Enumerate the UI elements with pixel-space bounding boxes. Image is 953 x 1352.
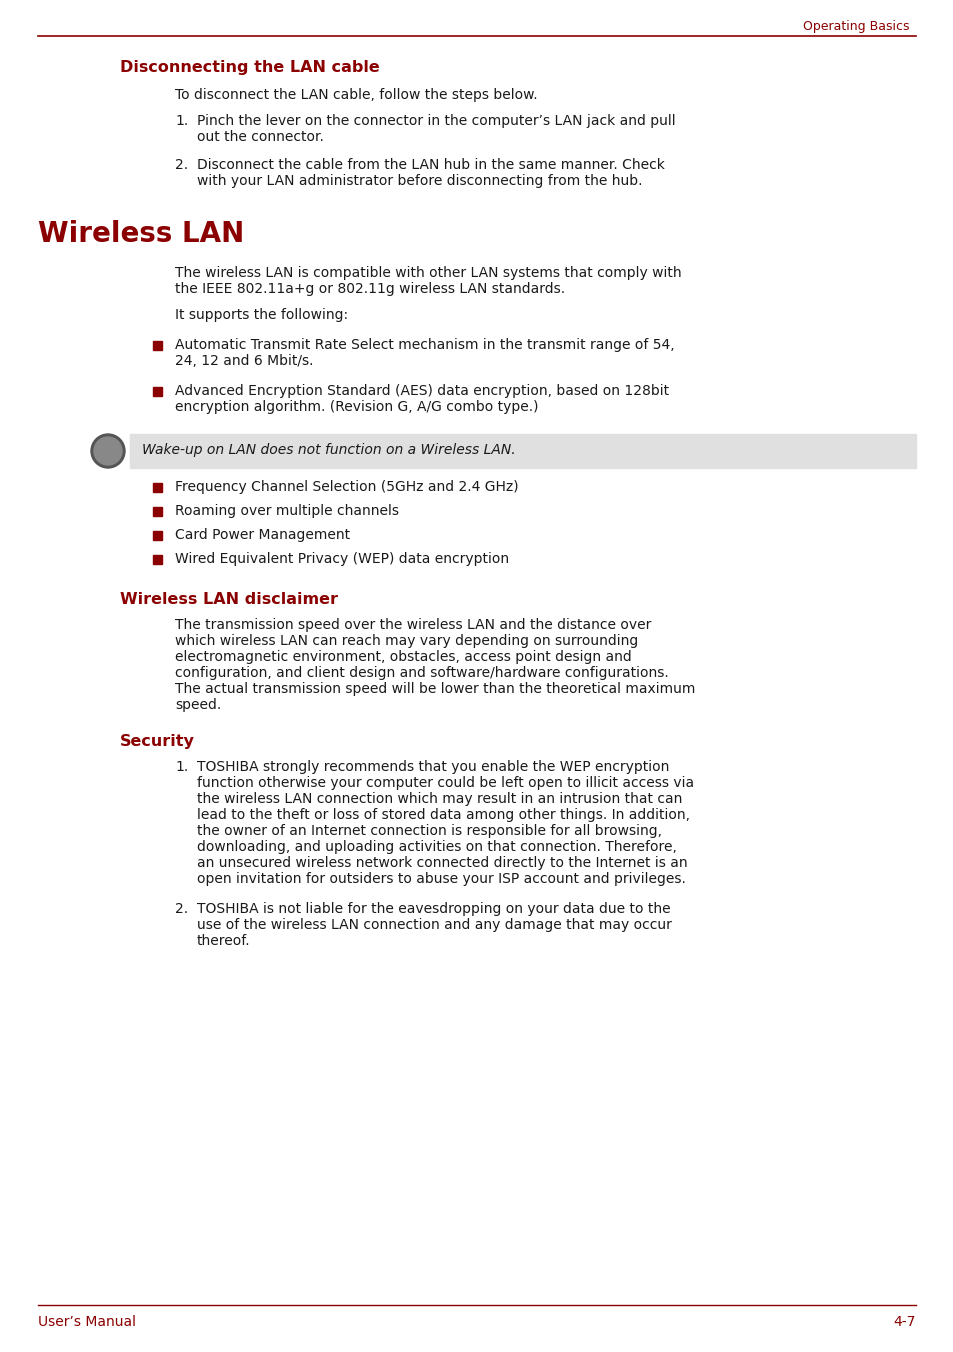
Text: the wireless LAN connection which may result in an intrusion that can: the wireless LAN connection which may re… <box>196 792 681 806</box>
Text: Frequency Channel Selection (5GHz and 2.4 GHz): Frequency Channel Selection (5GHz and 2.… <box>174 480 518 493</box>
Text: Advanced Encryption Standard (AES) data encryption, based on 128bit: Advanced Encryption Standard (AES) data … <box>174 384 668 397</box>
Text: Card Power Management: Card Power Management <box>174 529 350 542</box>
Text: lead to the theft or loss of stored data among other things. In addition,: lead to the theft or loss of stored data… <box>196 808 689 822</box>
Text: Pinch the lever on the connector in the computer’s LAN jack and pull: Pinch the lever on the connector in the … <box>196 114 675 128</box>
Text: thereof.: thereof. <box>196 934 251 948</box>
Bar <box>152 531 162 539</box>
Bar <box>152 387 162 396</box>
Text: User’s Manual: User’s Manual <box>38 1315 136 1329</box>
Text: function otherwise your computer could be left open to illicit access via: function otherwise your computer could b… <box>196 776 694 790</box>
Text: configuration, and client design and software/hardware configurations.: configuration, and client design and sof… <box>174 667 668 680</box>
Text: Wake-up on LAN does not function on a Wireless LAN.: Wake-up on LAN does not function on a Wi… <box>142 443 515 457</box>
Circle shape <box>94 437 122 465</box>
Text: encryption algorithm. (Revision G, A/G combo type.): encryption algorithm. (Revision G, A/G c… <box>174 400 537 414</box>
Text: TOSHIBA is not liable for the eavesdropping on your data due to the: TOSHIBA is not liable for the eavesdropp… <box>196 902 670 917</box>
Text: Roaming over multiple channels: Roaming over multiple channels <box>174 504 398 518</box>
Text: The actual transmission speed will be lower than the theoretical maximum: The actual transmission speed will be lo… <box>174 681 695 696</box>
Circle shape <box>91 434 125 468</box>
Text: 1.: 1. <box>174 760 188 773</box>
Text: i: i <box>105 442 112 461</box>
Text: 4-7: 4-7 <box>893 1315 915 1329</box>
Bar <box>152 507 162 516</box>
Text: Disconnect the cable from the LAN hub in the same manner. Check: Disconnect the cable from the LAN hub in… <box>196 158 664 172</box>
Text: electromagnetic environment, obstacles, access point design and: electromagnetic environment, obstacles, … <box>174 650 631 664</box>
Text: To disconnect the LAN cable, follow the steps below.: To disconnect the LAN cable, follow the … <box>174 88 537 101</box>
Text: Automatic Transmit Rate Select mechanism in the transmit range of 54,: Automatic Transmit Rate Select mechanism… <box>174 338 674 352</box>
Text: downloading, and uploading activities on that connection. Therefore,: downloading, and uploading activities on… <box>196 840 677 854</box>
Text: 1.: 1. <box>174 114 188 128</box>
Text: 24, 12 and 6 Mbit/s.: 24, 12 and 6 Mbit/s. <box>174 354 314 368</box>
Text: out the connector.: out the connector. <box>196 130 323 145</box>
Text: It supports the following:: It supports the following: <box>174 308 348 322</box>
Text: with your LAN administrator before disconnecting from the hub.: with your LAN administrator before disco… <box>196 174 641 188</box>
Text: 2.: 2. <box>174 158 188 172</box>
Text: the owner of an Internet connection is responsible for all browsing,: the owner of an Internet connection is r… <box>196 823 661 838</box>
Text: The wireless LAN is compatible with other LAN systems that comply with: The wireless LAN is compatible with othe… <box>174 266 680 280</box>
Text: an unsecured wireless network connected directly to the Internet is an: an unsecured wireless network connected … <box>196 856 687 869</box>
Bar <box>152 341 162 350</box>
Text: speed.: speed. <box>174 698 221 713</box>
Text: TOSHIBA strongly recommends that you enable the WEP encryption: TOSHIBA strongly recommends that you ena… <box>196 760 669 773</box>
Text: Wired Equivalent Privacy (WEP) data encryption: Wired Equivalent Privacy (WEP) data encr… <box>174 552 509 566</box>
Bar <box>152 556 162 564</box>
Text: use of the wireless LAN connection and any damage that may occur: use of the wireless LAN connection and a… <box>196 918 671 932</box>
Text: 2.: 2. <box>174 902 188 917</box>
Text: which wireless LAN can reach may vary depending on surrounding: which wireless LAN can reach may vary de… <box>174 634 638 648</box>
Bar <box>130 434 915 468</box>
Text: Security: Security <box>120 734 194 749</box>
Text: Operating Basics: Operating Basics <box>802 20 909 32</box>
Text: open invitation for outsiders to abuse your ISP account and privileges.: open invitation for outsiders to abuse y… <box>196 872 685 886</box>
Text: Wireless LAN: Wireless LAN <box>38 220 244 247</box>
Text: The transmission speed over the wireless LAN and the distance over: The transmission speed over the wireless… <box>174 618 651 631</box>
Text: Wireless LAN disclaimer: Wireless LAN disclaimer <box>120 592 337 607</box>
Text: Disconnecting the LAN cable: Disconnecting the LAN cable <box>120 59 379 74</box>
Text: the IEEE 802.11a+g or 802.11g wireless LAN standards.: the IEEE 802.11a+g or 802.11g wireless L… <box>174 283 564 296</box>
Bar <box>152 483 162 492</box>
